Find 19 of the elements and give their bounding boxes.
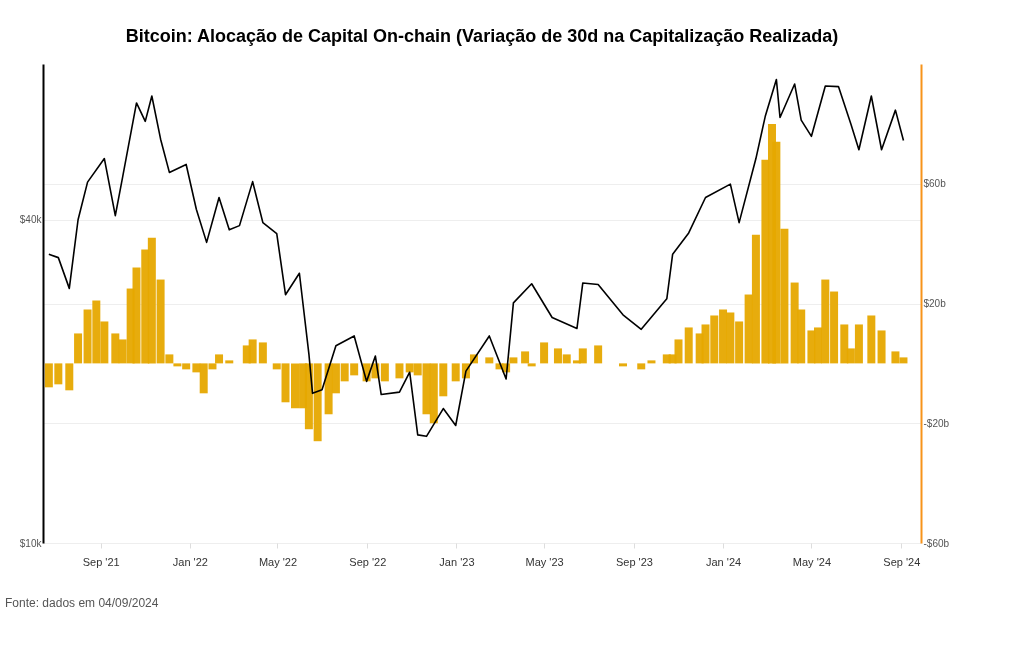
x-tick-label: Jan '23 [439, 555, 475, 568]
y2-tick-label: -$60b [923, 537, 950, 549]
x-tick-label: Sep '21 [82, 555, 120, 568]
x-tick-label: Sep '23 [615, 555, 653, 568]
chart-title: Bitcoin: Alocação de Capital On-chain (Variação de 30d na Capitalização Realizada) [125, 26, 839, 46]
x-tick-label: Jan '22 [172, 555, 208, 568]
y2-tick-label: $20b [923, 298, 947, 309]
x-tick-label: Sep '24 [883, 555, 921, 568]
y2-tick-label: -$20b [923, 417, 950, 429]
x-tick-label: May '23 [525, 555, 564, 568]
x-tick-label: Jan '24 [705, 555, 742, 568]
y-tick-label: $40k [19, 214, 43, 226]
y-tick-label: $10k [19, 537, 43, 549]
source-note: Fonte: dados em 04/09/2024 [5, 596, 159, 610]
line-series [48, 78, 905, 438]
x-tick-label: Sep '22 [349, 555, 387, 568]
y2-tick-label: $60b [923, 178, 947, 190]
x-tick-label: May '22 [258, 555, 298, 568]
x-tick-label: May '24 [792, 555, 832, 568]
